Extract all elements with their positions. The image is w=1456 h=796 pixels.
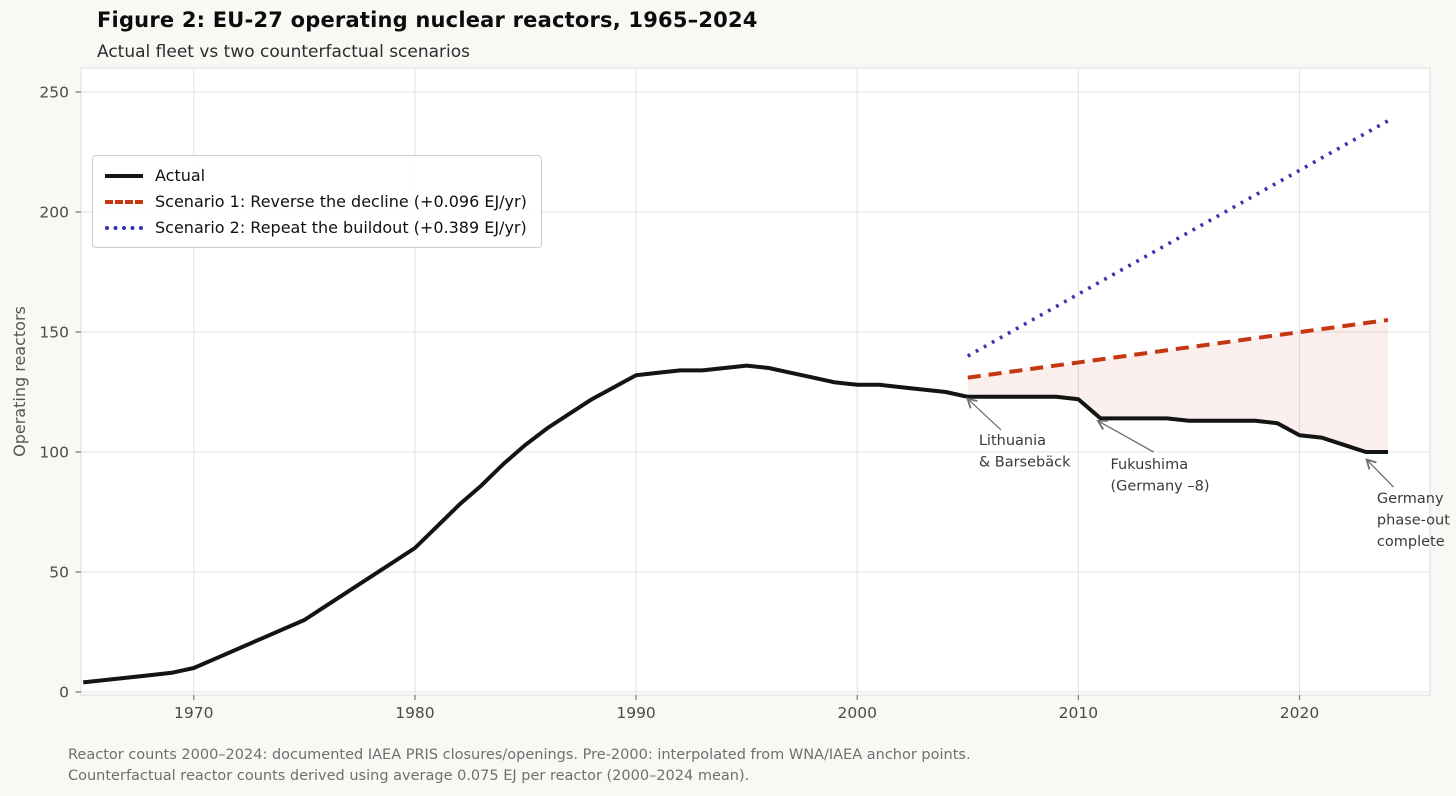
annotation: Lithuania & Barsebäck (966, 397, 1071, 471)
x-tick-label: 2000 (838, 704, 877, 722)
y-tick-label: 50 (49, 564, 69, 582)
x-tick-label: 2020 (1280, 704, 1319, 722)
legend-dotted-line-sample (105, 225, 143, 230)
legend-label-scenario2: Scenario 2: Repeat the buildout (+0.389 … (155, 218, 527, 237)
y-tick-label: 100 (39, 444, 69, 462)
x-tick-label: 1970 (174, 704, 213, 722)
actual-line (82, 363, 1388, 685)
x-tick-label: 2010 (1059, 704, 1098, 722)
y-tick-label: 150 (39, 324, 69, 342)
source-note-line2: Counterfactual reactor counts derived us… (68, 768, 750, 784)
scenario2-line (966, 119, 1389, 358)
annotation: Germany phase-out complete (1365, 458, 1450, 550)
legend-solid-line-sample (105, 173, 143, 178)
scenario-gap-fill (967, 320, 1388, 452)
y-axis-label: Operating reactors (10, 306, 29, 457)
axis-ticks: 1970 1980 1990 2000 2010 2020 0 50 100 150 200 250 (39, 84, 1319, 723)
legend-item-actual: Actual (105, 165, 527, 186)
scenario1-line (967, 318, 1389, 380)
y-tick-label: 200 (39, 204, 69, 222)
legend-label-scenario1: Scenario 1: Reverse the decline (+0.096 … (155, 192, 527, 211)
annotation-text: Lithuania & Barsebäck (979, 433, 1071, 471)
source-note-line1: Reactor counts 2000–2024: documented IAE… (68, 747, 971, 763)
x-tick-label: 1980 (395, 704, 434, 722)
figure-subtitle: Actual fleet vs two counterfactual scena… (97, 42, 471, 62)
legend-item-scenario2: Scenario 2: Repeat the buildout (+0.389 … (105, 217, 527, 238)
annotation: Fukushima (Germany –8) (1096, 419, 1209, 495)
legend-dashed-line-sample (105, 199, 143, 204)
x-tick-label: 1990 (616, 704, 655, 722)
legend-label-actual: Actual (155, 166, 206, 185)
source-note: Reactor counts 2000–2024: documented IAE… (68, 745, 971, 787)
y-tick-label: 0 (59, 684, 69, 702)
y-tick-label: 250 (39, 84, 69, 102)
legend-item-scenario1: Scenario 1: Reverse the decline (+0.096 … (105, 191, 527, 212)
annotation-text: Fukushima (Germany –8) (1110, 457, 1209, 495)
chart-legend: Actual Scenario 1: Reverse the decline (… (92, 155, 542, 248)
annotation-text: Germany phase-out complete (1377, 491, 1450, 550)
figure-title: Figure 2: EU-27 operating nuclear reacto… (97, 8, 758, 32)
